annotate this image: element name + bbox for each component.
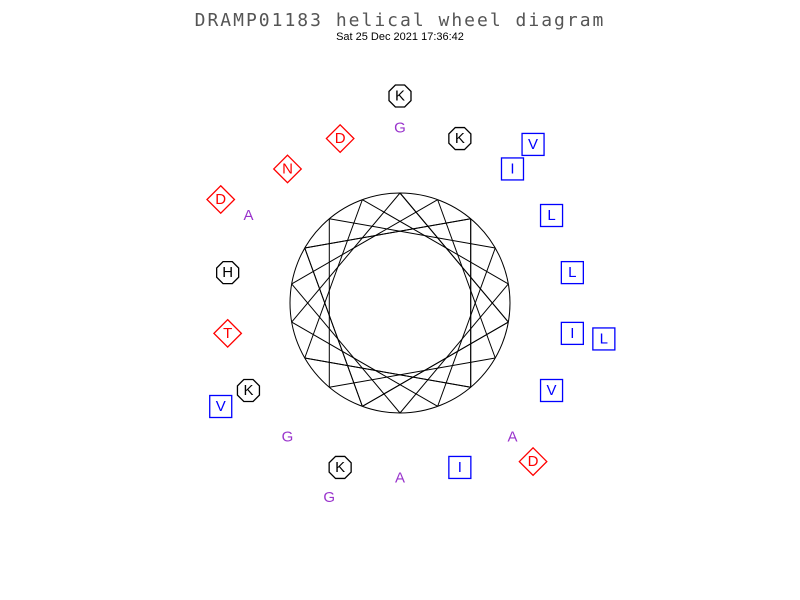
- residue-label: G: [282, 429, 294, 446]
- residue-label: N: [282, 160, 293, 177]
- residue-label: G: [323, 489, 335, 506]
- residue-label: G: [394, 120, 406, 137]
- residue-label: T: [223, 325, 232, 342]
- residue-label: K: [243, 382, 253, 399]
- residue-label: K: [335, 459, 345, 476]
- residue-label: K: [395, 88, 405, 105]
- residue-label: V: [547, 382, 557, 399]
- residue-label: K: [455, 130, 465, 147]
- residue-label: L: [568, 264, 576, 281]
- residue-label: I: [458, 459, 462, 476]
- diagram-subtitle: Sat 25 Dec 2021 17:36:42: [0, 31, 800, 43]
- residue-label: D: [335, 130, 346, 147]
- residue-label: H: [222, 264, 233, 281]
- residue-label: D: [528, 453, 539, 470]
- residue-label: I: [510, 160, 514, 177]
- residue-label: A: [395, 470, 405, 487]
- helical-wheel-svg: ILVADIAKGGKVTHADNDGKKIVLL: [0, 43, 800, 583]
- residue-label: D: [215, 191, 226, 208]
- residue-label: A: [243, 207, 253, 224]
- residue-label: L: [547, 207, 555, 224]
- residue-label: I: [570, 325, 574, 342]
- residue-label: V: [528, 136, 538, 153]
- residue-label: A: [507, 429, 517, 446]
- diagram-title: DRAMP01183 helical wheel diagram: [0, 0, 800, 31]
- residue-label: L: [600, 330, 608, 347]
- residue-label: V: [216, 398, 226, 415]
